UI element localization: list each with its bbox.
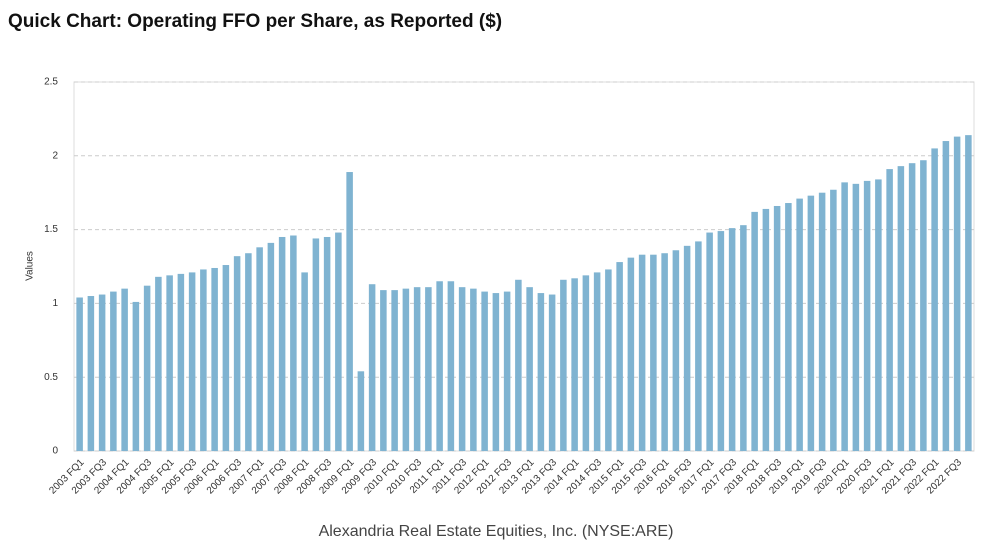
bar: [503, 291, 511, 451]
bar: [132, 301, 140, 451]
caption: Alexandria Real Estate Equities, Inc. (N…: [319, 523, 674, 540]
bar: [447, 281, 455, 451]
bar: [920, 160, 927, 451]
bar: [683, 245, 691, 451]
bar: [121, 288, 128, 451]
bar: [706, 232, 713, 451]
bar: [751, 211, 758, 451]
bar: [582, 275, 590, 451]
bar: [402, 288, 410, 451]
bar: [143, 285, 151, 451]
bar: [526, 287, 533, 451]
bar: [425, 287, 432, 451]
y-axis-label: Values: [25, 251, 36, 281]
bar: [638, 254, 646, 451]
bar: [605, 269, 612, 451]
bar: [166, 275, 173, 451]
bar: [481, 291, 488, 451]
bar: [807, 195, 815, 451]
y-tick-label: 0: [52, 446, 58, 457]
bar: [571, 278, 578, 451]
bar: [931, 148, 938, 452]
bar: [346, 172, 353, 451]
bar: [515, 279, 522, 451]
bar: [740, 225, 747, 451]
bar: [458, 287, 466, 451]
bar: [357, 371, 365, 451]
bar: [661, 253, 668, 451]
bar: [76, 297, 83, 451]
y-tick-label: 0.5: [44, 372, 58, 383]
bar: [470, 288, 477, 451]
y-tick-label: 2.5: [44, 77, 58, 88]
bar: [278, 236, 286, 451]
bar: [537, 293, 545, 451]
bar: [863, 180, 871, 451]
bar: [695, 241, 702, 451]
y-tick-label: 1.5: [44, 224, 58, 235]
bar: [492, 293, 500, 451]
bar: [717, 231, 725, 451]
bar: [155, 276, 162, 451]
bar: [222, 265, 230, 451]
bar: [87, 296, 95, 451]
bar: [560, 279, 567, 451]
bar: [965, 135, 972, 452]
bar: [245, 253, 252, 451]
bar: [953, 136, 961, 451]
bar: [211, 267, 218, 451]
bar: [548, 294, 556, 451]
bar: [256, 247, 263, 451]
bar: [436, 281, 443, 451]
bar: [785, 203, 792, 451]
bar: [267, 242, 275, 451]
bar: [233, 256, 241, 451]
bar: [650, 254, 657, 451]
bar: [413, 287, 421, 451]
bar: [98, 294, 106, 451]
bar: [830, 189, 837, 452]
bar: [627, 257, 635, 451]
bar: [368, 284, 376, 451]
bar: [773, 205, 781, 451]
bar: [841, 182, 848, 452]
bar: [897, 166, 905, 451]
bar: [177, 273, 185, 451]
bar: [593, 272, 601, 451]
bar: [301, 272, 308, 451]
bar: [852, 183, 860, 451]
bar: [290, 235, 297, 451]
bar: [335, 232, 342, 451]
chart-title: Quick Chart: Operating FFO per Share, as…: [8, 11, 502, 32]
bar: [818, 192, 826, 451]
bar: [728, 228, 736, 451]
bar: [391, 290, 398, 451]
bar: [380, 290, 387, 451]
plot-frame: [73, 81, 975, 452]
bar: [796, 198, 803, 451]
bar: [323, 236, 331, 451]
bar: [188, 272, 196, 451]
bar: [110, 291, 117, 451]
bar: [672, 250, 680, 451]
bar: [312, 238, 320, 451]
y-tick-label: 1: [52, 298, 58, 309]
bar: [200, 269, 207, 451]
bar: [942, 141, 950, 452]
y-tick-label: 2: [52, 150, 58, 161]
bar: [616, 262, 623, 451]
bar: [762, 208, 770, 451]
bar: [908, 163, 916, 451]
bar: [875, 179, 882, 451]
bar: [886, 169, 893, 452]
